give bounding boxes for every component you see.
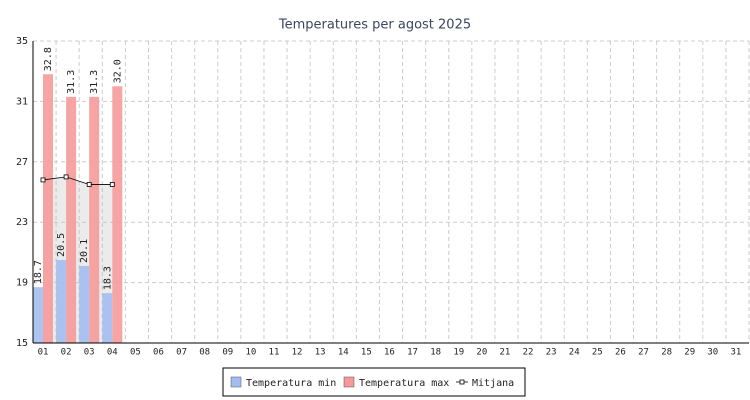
line-marker [40, 177, 46, 183]
legend-swatch [343, 376, 355, 388]
legend-label: Mitjana [472, 378, 514, 389]
x-tick-label: 14 [338, 348, 349, 358]
value-label: 18.3 [102, 266, 113, 290]
x-tick-label: 08 [199, 348, 210, 358]
y-tick-label: 23 [16, 217, 28, 228]
value-label: 31.3 [66, 70, 77, 94]
bar [56, 259, 67, 343]
line-marker [109, 182, 115, 187]
x-tick-label: 16 [384, 348, 395, 358]
x-tick-label: 19 [453, 348, 464, 358]
x-tick-label: 25 [592, 348, 603, 358]
x-tick-label: 29 [684, 348, 695, 358]
x-tick-label: 23 [546, 348, 557, 358]
x-tick-label: 02 [61, 348, 72, 358]
x-tick-label: 17 [407, 348, 418, 358]
x-tick-label: 26 [615, 348, 626, 358]
y-tick-label: 19 [16, 278, 28, 289]
x-tick-label: 10 [245, 348, 256, 358]
chart-title: Temperatures per agost 2025 [278, 18, 471, 33]
legend-label: Temperatura min [246, 378, 336, 389]
legend-label: Temperatura max [359, 378, 449, 389]
x-tick-label: 30 [707, 348, 718, 358]
bar [89, 96, 100, 344]
x-tick-label: 09 [222, 348, 233, 358]
x-tick-label: 01 [38, 348, 49, 358]
bar [112, 86, 123, 344]
x-tick-label: 03 [84, 348, 95, 358]
bar [79, 265, 90, 343]
x-tick-label: 12 [292, 348, 303, 358]
x-tick-label: 11 [269, 348, 280, 358]
x-tick-label: 22 [523, 348, 534, 358]
x-tick-label: 21 [500, 348, 511, 358]
value-label: 18.7 [33, 260, 44, 284]
value-label: 32.0 [112, 59, 123, 83]
x-tick-label: 28 [661, 348, 672, 358]
y-tick-label: 35 [16, 36, 28, 47]
line-marker [86, 182, 92, 187]
value-label: 31.3 [89, 70, 100, 94]
y-tick-label: 31 [16, 96, 28, 107]
legend-box [222, 367, 526, 397]
x-tick-label: 24 [569, 348, 580, 358]
line-marker [63, 174, 69, 180]
x-tick-label: 07 [176, 348, 187, 358]
legend-marker [459, 379, 465, 385]
x-tick-label: 27 [638, 348, 649, 358]
line-area [43, 176, 113, 343]
bar [102, 293, 113, 343]
legend-swatch [230, 376, 242, 388]
x-tick-label: 04 [107, 348, 118, 358]
value-label: 20.1 [79, 239, 90, 263]
value-label: 20.5 [56, 233, 67, 257]
bar [43, 74, 53, 343]
x-tick-label: 06 [153, 348, 164, 358]
line [42, 176, 113, 185]
value-label: 32.8 [43, 47, 54, 71]
x-tick-label: 18 [430, 348, 441, 358]
x-tick-label: 15 [361, 348, 372, 358]
bar [33, 287, 43, 343]
y-tick-label: 27 [16, 157, 28, 168]
x-tick-label: 20 [476, 348, 487, 358]
x-tick-label: 05 [130, 348, 141, 358]
y-tick-label: 15 [16, 338, 28, 349]
x-tick-label: 13 [315, 348, 326, 358]
bar [66, 96, 77, 344]
x-tick-label: 31 [730, 348, 741, 358]
